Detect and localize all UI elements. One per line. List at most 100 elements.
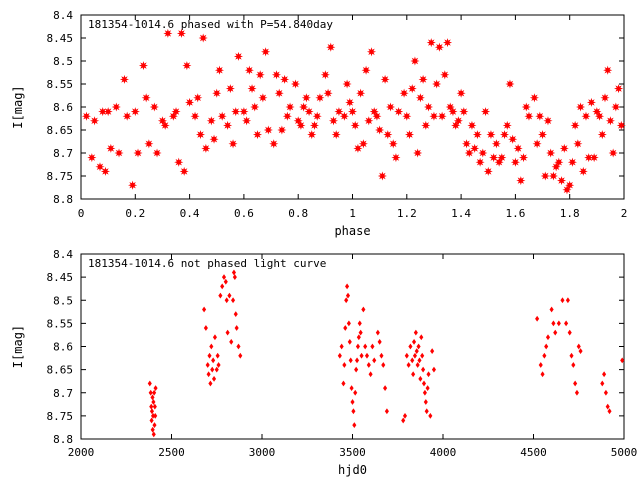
data-point bbox=[193, 93, 203, 103]
data-point bbox=[152, 422, 157, 429]
data-point bbox=[428, 412, 433, 419]
data-point bbox=[603, 389, 608, 396]
data-point bbox=[461, 139, 472, 149]
x-tick-label: 0.4 bbox=[180, 207, 200, 220]
data-point bbox=[212, 334, 217, 341]
data-point bbox=[532, 139, 542, 149]
data-point bbox=[412, 352, 417, 359]
data-point bbox=[394, 107, 404, 117]
data-point bbox=[437, 111, 447, 121]
data-point bbox=[491, 139, 501, 149]
data-point bbox=[153, 385, 158, 392]
data-point bbox=[363, 343, 368, 350]
data-point bbox=[620, 357, 625, 364]
data-point bbox=[600, 380, 605, 387]
y-tick-label: 8.6 bbox=[53, 341, 73, 354]
data-point bbox=[357, 320, 362, 327]
data-point bbox=[148, 389, 153, 396]
data-point bbox=[573, 139, 583, 149]
data-point bbox=[210, 366, 215, 373]
data-point bbox=[100, 166, 110, 176]
data-point bbox=[377, 171, 387, 181]
y-tick-label: 8.45 bbox=[47, 271, 74, 284]
data-point bbox=[592, 107, 602, 117]
data-point bbox=[361, 65, 371, 75]
data-point bbox=[565, 297, 570, 304]
data-point bbox=[565, 180, 575, 190]
data-point bbox=[372, 111, 382, 121]
data-point bbox=[224, 297, 229, 304]
data-point bbox=[106, 143, 116, 153]
data-point bbox=[144, 139, 154, 149]
data-point bbox=[411, 338, 417, 345]
data-point bbox=[352, 422, 357, 429]
data-point bbox=[451, 120, 461, 130]
data-point bbox=[211, 375, 217, 382]
data-point bbox=[423, 399, 428, 405]
data-point bbox=[519, 153, 529, 163]
data-point bbox=[421, 380, 427, 387]
data-point bbox=[614, 84, 624, 94]
y-tick-label: 8.55 bbox=[47, 317, 74, 330]
data-point bbox=[372, 357, 377, 364]
data-point bbox=[364, 116, 374, 126]
data-point bbox=[353, 143, 363, 153]
data-point bbox=[160, 120, 170, 130]
data-point bbox=[176, 28, 186, 38]
y-tick-label: 8.6 bbox=[53, 101, 73, 114]
data-point bbox=[231, 107, 241, 117]
data-point bbox=[220, 283, 225, 290]
y-tick-label: 8.4 bbox=[53, 248, 73, 261]
x-axis-label: hjd0 bbox=[338, 463, 367, 477]
y-tick-label: 8.5 bbox=[53, 55, 73, 68]
data-point bbox=[576, 102, 586, 112]
data-point bbox=[208, 380, 213, 387]
y-tick-label: 8.75 bbox=[47, 170, 74, 183]
data-point bbox=[391, 153, 401, 163]
x-tick-label: 0.8 bbox=[288, 207, 308, 220]
data-point bbox=[174, 157, 184, 167]
data-point bbox=[524, 111, 534, 121]
data-point bbox=[597, 130, 607, 140]
data-point bbox=[206, 116, 216, 126]
data-point bbox=[328, 116, 339, 126]
data-point bbox=[250, 102, 260, 112]
data-point bbox=[402, 412, 408, 419]
x-tick-label: 3500 bbox=[339, 446, 366, 459]
data-point bbox=[280, 74, 290, 84]
data-point bbox=[571, 362, 576, 368]
data-point bbox=[404, 352, 409, 359]
data-point bbox=[307, 130, 317, 140]
data-point bbox=[368, 371, 373, 378]
data-point bbox=[355, 343, 360, 350]
data-point bbox=[348, 357, 353, 364]
y-axis-label: I[mag] bbox=[11, 85, 25, 128]
x-tick-label: 1.4 bbox=[451, 207, 471, 220]
data-point bbox=[414, 348, 419, 355]
data-point bbox=[516, 176, 526, 186]
data-point bbox=[603, 65, 613, 75]
x-tick-label: 2 bbox=[621, 207, 628, 220]
data-point bbox=[440, 70, 450, 80]
data-point bbox=[214, 65, 224, 75]
data-point bbox=[553, 329, 558, 336]
data-point bbox=[337, 352, 342, 359]
data-point bbox=[586, 97, 596, 107]
data-point bbox=[383, 385, 388, 392]
data-point bbox=[410, 56, 420, 66]
data-point bbox=[385, 102, 396, 112]
data-point bbox=[304, 107, 314, 117]
data-point bbox=[538, 362, 543, 368]
data-point bbox=[185, 97, 195, 107]
data-point bbox=[122, 111, 132, 121]
data-point bbox=[401, 417, 406, 424]
data-point bbox=[351, 408, 356, 415]
data-point bbox=[567, 157, 577, 167]
data-point bbox=[242, 116, 252, 126]
data-point bbox=[361, 306, 366, 313]
data-point bbox=[411, 371, 416, 378]
data-point bbox=[201, 143, 211, 153]
data-point bbox=[434, 42, 444, 52]
